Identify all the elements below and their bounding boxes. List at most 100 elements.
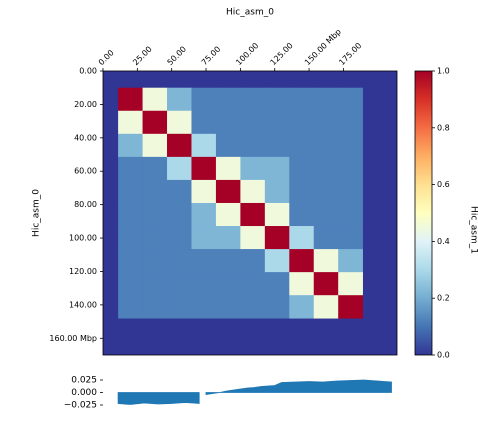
- heatmap-cell: [191, 295, 217, 319]
- heatmap-cell: [167, 249, 192, 273]
- heatmap-cell: [142, 226, 168, 250]
- heatmap-cell: [338, 87, 363, 112]
- heatmap-cell: [240, 87, 266, 112]
- heatmap-cell: [313, 156, 339, 181]
- heatmap-cell: [240, 156, 266, 181]
- heatmap-cell: [289, 295, 315, 319]
- y-tick-label: 80.00: [74, 200, 97, 209]
- x-tick-label: 125.00: [269, 41, 295, 67]
- y-tick-label: 120.00: [69, 267, 97, 276]
- heatmap-cell: [289, 226, 315, 250]
- heatmap-cell: [240, 295, 266, 319]
- heatmap-cell: [118, 226, 143, 250]
- heatmap-cell: [191, 110, 217, 135]
- heatmap-cell: [215, 272, 241, 296]
- heatmap-cell: [167, 272, 192, 296]
- heatmap-cell: [240, 249, 266, 273]
- heatmap-cell: [215, 202, 241, 227]
- heatmap-cell: [191, 133, 217, 158]
- heatmap-cell: [142, 156, 168, 181]
- heatmap-cell: [215, 133, 241, 158]
- x-tick-label: 175.00: [337, 41, 363, 67]
- heatmap-cell: [313, 179, 339, 204]
- heatmap-cell: [142, 87, 168, 112]
- heatmap-cell: [338, 179, 363, 204]
- heatmap-cell: [118, 295, 143, 319]
- heatmap-cell: [191, 179, 217, 204]
- heatmap-cell: [167, 156, 192, 181]
- heatmap-cell: [215, 226, 241, 250]
- heatmap-cell: [215, 179, 241, 204]
- colorbar-label: Hic_asm_1: [469, 206, 478, 254]
- heatmap-cell: [215, 295, 241, 319]
- heatmap-cell: [215, 156, 241, 181]
- y-axis-label: Hic_asm_0: [32, 189, 42, 237]
- heatmap-cell: [167, 226, 192, 250]
- track-area: [205, 379, 392, 395]
- heatmap-cell: [313, 133, 339, 158]
- y-tick-label: 140.00: [69, 300, 97, 309]
- heatmap-cell: [142, 110, 168, 135]
- heatmap-cell: [338, 249, 363, 273]
- heatmap-cell: [142, 179, 168, 204]
- heatmap-cell: [191, 249, 217, 273]
- heatmap-cell: [142, 133, 168, 158]
- heatmap-cell: [289, 249, 315, 273]
- x-tick-label: 0.00: [97, 48, 116, 67]
- heatmap-cell: [118, 202, 143, 227]
- heatmap-cell: [191, 226, 217, 250]
- heatmap-cell: [264, 87, 290, 112]
- colorbar-tick-label: 0.4: [437, 237, 450, 246]
- heatmap-cell: [167, 110, 192, 135]
- heatmap-cell: [289, 110, 315, 135]
- heatmap-cell: [338, 110, 363, 135]
- heatmap-cell: [264, 156, 290, 181]
- heatmap-cell: [264, 202, 290, 227]
- heatmap-cell: [167, 179, 192, 204]
- heatmap-cell: [118, 179, 143, 204]
- track-tick-label: 0.025: [71, 376, 97, 386]
- x-tick-label: 75.00: [200, 45, 223, 68]
- x-tick-label: 50.00: [166, 45, 189, 68]
- heatmap-cell: [118, 133, 143, 158]
- y-tick-label: 40.00: [74, 133, 97, 142]
- heatmap-cell: [215, 249, 241, 273]
- heatmap-cell: [240, 110, 266, 135]
- heatmap-cell: [338, 156, 363, 181]
- heatmap-cell: [118, 156, 143, 181]
- heatmap-cell: [167, 202, 192, 227]
- heatmap-cell: [264, 295, 290, 319]
- track-tick-label: −0.025: [64, 401, 97, 411]
- heatmap-cell: [313, 295, 339, 319]
- heatmap-cell: [264, 249, 290, 273]
- heatmap-cell: [191, 87, 217, 112]
- heatmap-cell: [264, 226, 290, 250]
- heatmap-cell: [338, 295, 363, 319]
- colorbar-tick-label: 0.6: [437, 180, 450, 189]
- heatmap-cell: [313, 272, 339, 296]
- heatmap-cell: [289, 202, 315, 227]
- y-tick-label: 60.00: [74, 167, 97, 176]
- heatmap-cell: [240, 202, 266, 227]
- colorbar-tick-label: 0.8: [437, 123, 450, 132]
- heatmap-cell: [118, 272, 143, 296]
- heatmap-cell: [167, 87, 192, 112]
- heatmap-cell: [240, 272, 266, 296]
- heatmap-cell: [264, 133, 290, 158]
- heatmap-cell: [167, 133, 192, 158]
- heatmap-cell: [289, 87, 315, 112]
- heatmap-cell: [313, 226, 339, 250]
- heatmap-cell: [338, 202, 363, 227]
- heatmap-cell: [118, 87, 143, 112]
- heatmap-cell: [264, 272, 290, 296]
- heatmap-cell: [142, 272, 168, 296]
- heatmap-cell: [313, 110, 339, 135]
- heatmap-cell: [313, 87, 339, 112]
- y-tick-label: 0.00: [79, 67, 97, 76]
- y-tick-label: 100.00: [69, 234, 97, 243]
- heatmap-cell: [118, 110, 143, 135]
- heatmap-cell: [240, 179, 266, 204]
- heatmap-cell: [240, 133, 266, 158]
- heatmap-cell: [289, 133, 315, 158]
- heatmap-cell: [264, 179, 290, 204]
